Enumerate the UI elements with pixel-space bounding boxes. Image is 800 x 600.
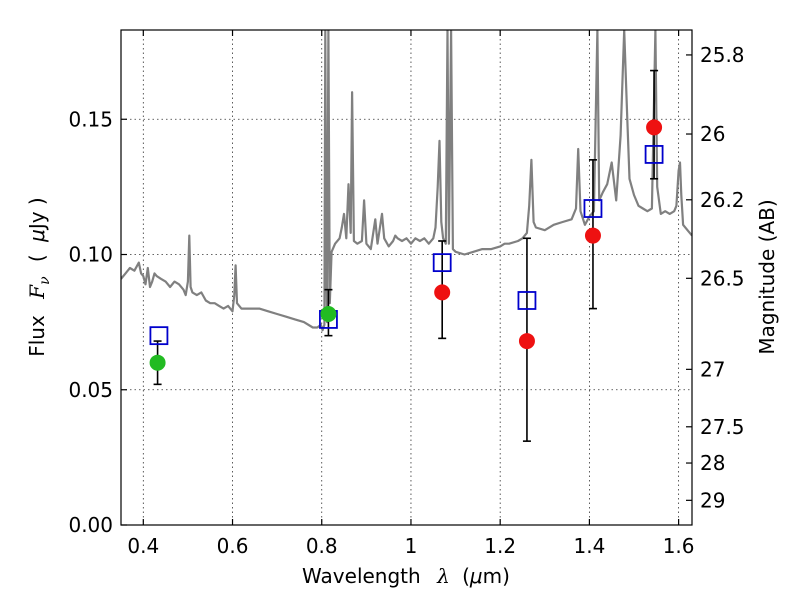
y2-tick-label: 26 [700, 122, 725, 146]
y2-tick-label: 28 [700, 451, 725, 475]
y-tick-label: 0.10 [68, 243, 113, 267]
axis-ticks: 0.4 0.6 0.8 1 1.2 1.4 1.6 0.00 0.05 0.10 0.15 25.8 2… [68, 30, 745, 558]
y-tick-label: 0.05 [68, 378, 113, 402]
optical-data-point [149, 354, 166, 371]
spectrum-line [121, 30, 692, 332]
model-square-point [644, 145, 664, 164]
x-tick-label: 0.8 [306, 534, 338, 558]
model-square-point [583, 199, 603, 218]
plot-frame [120, 29, 693, 526]
model-square-point [517, 291, 537, 310]
y-tick-label: 0.15 [68, 107, 113, 131]
y2-tick-label: 27 [700, 357, 725, 381]
data-markers [149, 119, 664, 371]
model-square-point [432, 253, 452, 273]
y2-tick-label: 26.2 [700, 188, 745, 212]
y-tick-label: 0.00 [68, 513, 113, 537]
y2-tick-label: 26.5 [700, 266, 745, 290]
y2-tick-label: 25.8 [700, 43, 745, 67]
y-axis-title: Flux Fν ( μJy ) [25, 197, 54, 357]
x-tick-label: 0.6 [217, 534, 249, 558]
grid [121, 30, 692, 525]
infrared-data-point [518, 333, 535, 350]
model-square-point [149, 326, 169, 346]
infrared-data-point [646, 119, 663, 136]
x-tick-label: 1.4 [573, 534, 605, 558]
y2-tick-label: 27.5 [700, 415, 745, 439]
infrared-data-point [584, 227, 601, 244]
x-tick-label: 1.6 [663, 534, 695, 558]
x-tick-label: 1.2 [484, 534, 516, 558]
y2-axis-title: Magnitude (AB) [755, 199, 779, 354]
optical-data-point [320, 306, 337, 323]
y2-tick-label: 29 [700, 488, 725, 512]
model-spectrum [121, 30, 692, 332]
x-tick-label: 1 [405, 534, 418, 558]
x-axis-title: Wavelength λ (μm) [302, 564, 510, 588]
error-bars [153, 69, 659, 442]
x-tick-label: 0.4 [127, 534, 159, 558]
infrared-data-point [434, 284, 451, 301]
